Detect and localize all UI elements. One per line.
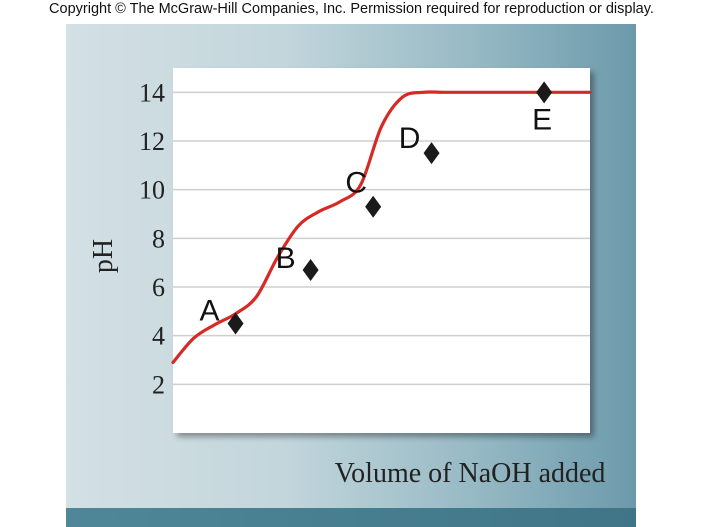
x-axis-label: Volume of NaOH added [335, 458, 606, 489]
point-label-e: E [532, 103, 552, 136]
y-tick-label: 14 [139, 78, 165, 107]
y-tick-labels: 2 4 6 8 10 12 14 [139, 78, 165, 399]
marker-d [423, 142, 440, 165]
marker-c [365, 195, 382, 218]
y-tick-label: 4 [152, 322, 165, 351]
point-label-c: C [345, 167, 367, 200]
y-tick-label: 12 [139, 127, 165, 156]
copyright-notice: Copyright © The McGraw-Hill Companies, I… [49, 1, 654, 17]
marker-e [536, 81, 553, 104]
y-tick-label: 10 [139, 176, 165, 205]
y-axis-label: pH [88, 239, 119, 273]
plot-area [173, 68, 590, 433]
y-tick-label: 6 [152, 273, 165, 302]
y-tick-label: 2 [152, 370, 165, 399]
marker-b [302, 258, 319, 281]
y-tick-label: 8 [152, 224, 165, 253]
chart-bottom-bar [66, 508, 636, 527]
point-label-a: A [200, 295, 220, 328]
point-label-d: D [399, 122, 421, 155]
equivalence-markers: A B CD E [200, 81, 553, 335]
marker-a [227, 312, 244, 335]
titration-curve [171, 90, 592, 365]
point-label-b: B [276, 242, 296, 275]
